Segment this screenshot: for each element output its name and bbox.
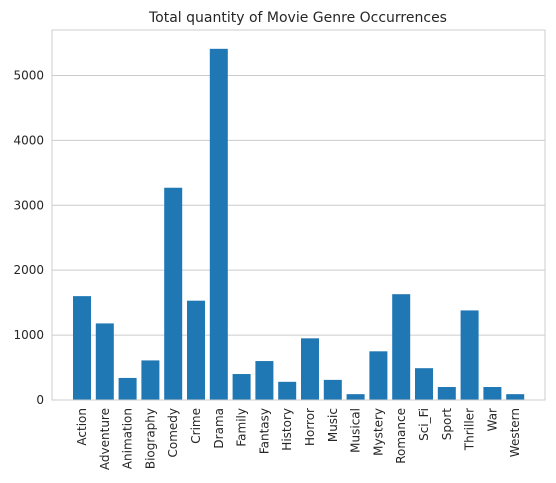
bar-biography: [141, 360, 160, 400]
x-tick-label: Mystery: [371, 408, 385, 456]
bar-horror: [301, 338, 319, 400]
bar-mystery: [369, 351, 388, 400]
x-tick-label: History: [280, 408, 294, 451]
bar-comedy: [164, 187, 183, 400]
x-tick-label: Horror: [303, 408, 317, 446]
x-tick-label: Drama: [212, 408, 226, 449]
x-tick-label: Adventure: [98, 408, 112, 470]
bar-fantasy: [255, 361, 274, 400]
x-tick-label: Thriller: [463, 408, 477, 451]
bar-musical: [346, 394, 365, 400]
bar-sport: [437, 387, 456, 400]
plot-frame: [51, 29, 546, 401]
x-tick-label: Action: [75, 408, 89, 446]
x-tick-label: Sci_Fi: [417, 408, 431, 441]
bar-music: [323, 379, 342, 400]
y-tick-label: 2000: [13, 263, 44, 277]
x-tick-label: Biography: [143, 408, 157, 469]
chart-title: Total quantity of Movie Genre Occurrence…: [148, 10, 447, 26]
y-tick-label: 0: [36, 393, 44, 407]
y-tick-label: 3000: [13, 198, 44, 212]
x-tick-label: Western: [508, 408, 522, 457]
x-tick-label: Animation: [121, 408, 135, 469]
x-tick-label: Romance: [394, 408, 408, 464]
x-tick-label: Musical: [349, 408, 363, 453]
x-tick-label: Family: [235, 408, 249, 447]
bar-adventure: [95, 323, 114, 400]
bars: [73, 48, 525, 401]
bar-action: [73, 296, 91, 400]
y-tick-label: 1000: [13, 328, 44, 342]
x-tick-label: War: [485, 408, 499, 431]
bar-drama: [209, 48, 228, 401]
y-tick-label: 5000: [13, 68, 44, 82]
x-tick-label: Crime: [189, 408, 203, 444]
x-tick-label: Sport: [440, 408, 454, 441]
bar-thriller: [460, 310, 479, 400]
bar-crime: [187, 300, 205, 400]
bar-romance: [392, 294, 411, 400]
bar-western: [506, 394, 525, 400]
x-tick-label: Music: [326, 408, 340, 442]
x-tick-label: Fantasy: [257, 408, 271, 454]
bar-animation: [118, 377, 137, 400]
bar-history: [278, 381, 297, 400]
grid-lines: [52, 74, 545, 336]
bar-family: [232, 374, 251, 400]
x-tick-label: Comedy: [166, 408, 180, 458]
y-tick-label: 4000: [13, 133, 44, 147]
bar-war: [483, 387, 502, 400]
y-tick-labels: 0 1000 2000 3000 4000 5000: [13, 68, 44, 407]
x-tick-labels: Action Adventure Animation Biography Comedy C…: [75, 408, 522, 470]
bar-sci-fi: [415, 368, 433, 400]
